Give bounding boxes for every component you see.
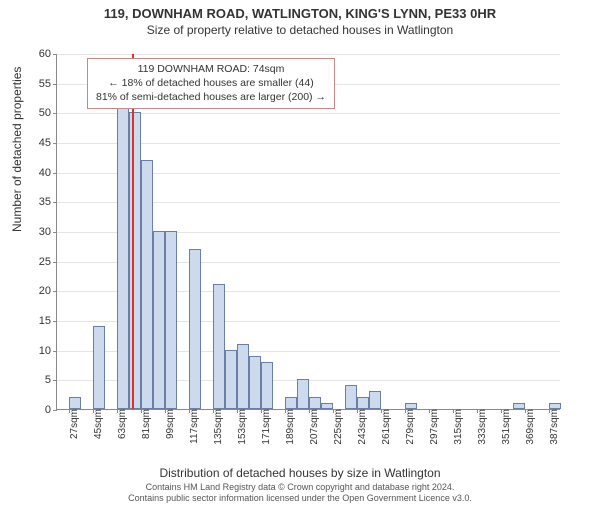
annotation-line: ← 18% of detached houses are smaller (44…: [96, 76, 326, 90]
y-tick-label: 0: [45, 404, 57, 416]
x-tick-label: 243sqm: [353, 409, 368, 445]
histogram-bar: [93, 326, 105, 409]
y-axis-label: Number of detached properties: [10, 67, 24, 232]
y-tick-label: 20: [39, 285, 57, 297]
histogram-bar: [261, 362, 273, 409]
histogram-bar: [69, 397, 81, 409]
histogram-bar: [345, 385, 357, 409]
x-tick-label: 171sqm: [257, 409, 272, 445]
footer: Contains HM Land Registry data © Crown c…: [0, 482, 600, 505]
histogram-bar: [153, 231, 165, 409]
x-tick-label: 99sqm: [161, 409, 176, 439]
x-tick-label: 369sqm: [521, 409, 536, 445]
x-tick-label: 315sqm: [449, 409, 464, 445]
x-tick-label: 81sqm: [137, 409, 152, 439]
x-tick-label: 351sqm: [497, 409, 512, 445]
histogram-bar: [297, 379, 309, 409]
x-tick-label: 63sqm: [113, 409, 128, 439]
x-tick-label: 189sqm: [281, 409, 296, 445]
histogram-bar: [141, 160, 153, 409]
chart-container: 119, DOWNHAM ROAD, WATLINGTON, KING'S LY…: [0, 6, 600, 506]
y-tick-label: 45: [39, 137, 57, 149]
y-tick-label: 40: [39, 167, 57, 179]
y-tick-label: 10: [39, 345, 57, 357]
histogram-bar: [189, 249, 201, 409]
histogram-bar: [165, 231, 177, 409]
histogram-bar: [369, 391, 381, 409]
y-tick-label: 55: [39, 78, 57, 90]
title-block: 119, DOWNHAM ROAD, WATLINGTON, KING'S LY…: [0, 6, 600, 37]
y-tick-label: 60: [39, 48, 57, 60]
histogram-bar: [309, 397, 321, 409]
x-tick-label: 207sqm: [305, 409, 320, 445]
y-tick-label: 35: [39, 196, 57, 208]
histogram-bar: [357, 397, 369, 409]
x-tick-label: 297sqm: [425, 409, 440, 445]
y-tick-label: 30: [39, 226, 57, 238]
histogram-bar: [117, 100, 129, 409]
annotation-line: 119 DOWNHAM ROAD: 74sqm: [96, 62, 326, 76]
histogram-bar: [285, 397, 297, 409]
y-tick-label: 5: [45, 374, 57, 386]
x-tick-label: 333sqm: [473, 409, 488, 445]
x-axis-label: Distribution of detached houses by size …: [0, 466, 600, 480]
histogram-bar: [225, 350, 237, 409]
y-tick-label: 15: [39, 315, 57, 327]
histogram-bar: [249, 356, 261, 409]
x-tick-label: 261sqm: [377, 409, 392, 445]
x-tick-label: 153sqm: [233, 409, 248, 445]
x-tick-label: 117sqm: [185, 409, 200, 444]
x-tick-label: 387sqm: [545, 409, 560, 445]
x-tick-label: 225sqm: [329, 409, 344, 445]
x-tick-label: 45sqm: [89, 409, 104, 439]
x-tick-label: 279sqm: [401, 409, 416, 445]
annotation-line: 81% of semi-detached houses are larger (…: [96, 90, 326, 104]
histogram-bar: [237, 344, 249, 409]
title-address: 119, DOWNHAM ROAD, WATLINGTON, KING'S LY…: [0, 6, 600, 21]
title-subtitle: Size of property relative to detached ho…: [0, 23, 600, 37]
y-tick-label: 25: [39, 256, 57, 268]
x-tick-label: 27sqm: [65, 409, 80, 439]
x-tick-label: 135sqm: [209, 409, 224, 445]
footer-line-1: Contains HM Land Registry data © Crown c…: [0, 482, 600, 493]
plot: 05101520253035404550556027sqm45sqm63sqm8…: [56, 54, 560, 410]
property-annotation: 119 DOWNHAM ROAD: 74sqm← 18% of detached…: [87, 58, 335, 109]
plot-area: 05101520253035404550556027sqm45sqm63sqm8…: [56, 54, 560, 410]
y-tick-label: 50: [39, 107, 57, 119]
histogram-bar: [213, 284, 225, 409]
footer-line-2: Contains public sector information licen…: [0, 493, 600, 504]
